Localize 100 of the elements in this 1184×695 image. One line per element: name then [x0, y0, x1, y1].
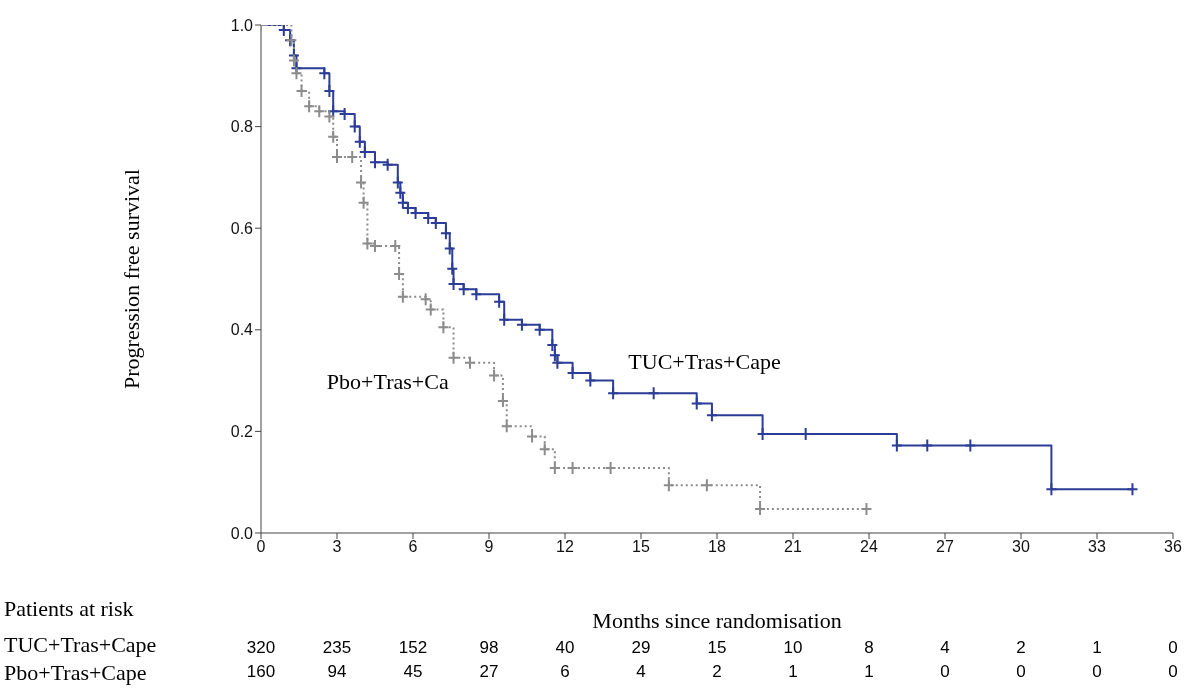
point — [921, 438, 934, 453]
text: 320 — [245, 638, 277, 658]
point — [470, 287, 483, 302]
point — [538, 442, 551, 457]
text: Pbo+Tras+Cape — [4, 660, 147, 686]
point — [498, 312, 511, 327]
point — [890, 438, 903, 453]
point — [754, 502, 767, 517]
point — [419, 292, 432, 307]
point — [546, 338, 559, 353]
text: 1 — [787, 662, 799, 682]
point — [488, 368, 501, 383]
y-tick-label: 1.0 — [230, 16, 254, 34]
point — [393, 266, 406, 281]
point — [313, 104, 326, 119]
point — [357, 195, 370, 210]
point — [443, 241, 456, 256]
point — [355, 175, 368, 190]
text: TUC+Tras+Cape — [4, 632, 157, 658]
text: 94 — [326, 662, 348, 682]
series-label: TUC+Tras+Cape — [628, 348, 781, 375]
point — [346, 150, 359, 165]
point — [424, 302, 437, 317]
text: 29 — [630, 638, 652, 658]
point — [533, 322, 546, 337]
y-tick-label: 0.6 — [230, 219, 254, 237]
point — [323, 84, 336, 99]
point — [690, 396, 703, 411]
point — [1126, 482, 1139, 497]
point — [647, 386, 660, 401]
point — [290, 66, 303, 81]
point — [287, 53, 300, 68]
text: 0 — [1015, 662, 1027, 682]
point — [391, 175, 404, 190]
point — [318, 66, 331, 81]
text: 27 — [478, 662, 500, 682]
x-tick-label: 30 — [1012, 538, 1030, 556]
text: 98 — [478, 638, 500, 658]
x-tick-label: 27 — [936, 538, 954, 556]
x-tick-label: 33 — [1088, 538, 1106, 556]
text: 8 — [863, 638, 875, 658]
point — [303, 99, 316, 114]
point — [348, 119, 361, 134]
point — [457, 282, 470, 297]
text: 40 — [554, 638, 576, 658]
y-tick-label: 0.0 — [230, 524, 254, 542]
text: 1 — [1091, 638, 1103, 658]
point — [705, 408, 718, 423]
point — [607, 386, 620, 401]
point — [323, 109, 336, 124]
point — [353, 134, 366, 149]
x-tick-label: 0 — [256, 538, 266, 556]
point — [566, 460, 579, 475]
text: 10 — [782, 638, 804, 658]
point — [584, 373, 597, 388]
point — [700, 478, 713, 493]
point — [496, 393, 509, 408]
y-tick-label: 0.2 — [230, 423, 254, 441]
point — [446, 261, 459, 276]
text: 0 — [1167, 662, 1179, 682]
point — [860, 502, 873, 517]
x-tick-label: 9 — [484, 538, 494, 556]
point — [604, 460, 617, 475]
x-tick-label: 24 — [860, 538, 878, 556]
text: 4 — [939, 638, 951, 658]
point — [396, 289, 409, 304]
text: 0 — [939, 662, 951, 682]
text: 6 — [559, 662, 571, 682]
y-axis-title: Progression free survival — [118, 169, 144, 389]
point — [447, 350, 460, 365]
point — [1045, 482, 1058, 497]
point — [515, 317, 528, 332]
x-axis-title: Months since randomisation — [591, 608, 843, 634]
text: 0 — [1091, 662, 1103, 682]
point — [369, 238, 381, 253]
x-tick-label: 15 — [632, 538, 650, 556]
point — [439, 226, 452, 241]
point — [526, 429, 539, 444]
x-tick-label: 6 — [408, 538, 418, 556]
text: 2 — [1015, 638, 1027, 658]
point — [964, 438, 977, 453]
x-tick-label: 36 — [1164, 538, 1182, 556]
point — [327, 129, 340, 144]
text: 15 — [706, 638, 728, 658]
y-tick-label: 0.4 — [230, 321, 254, 339]
point — [381, 157, 394, 172]
y-tick-label: 0.8 — [230, 118, 254, 136]
point — [493, 294, 506, 309]
text: 0 — [1167, 638, 1179, 658]
point — [361, 236, 374, 251]
text: 45 — [402, 662, 424, 682]
text: 4 — [635, 662, 647, 682]
x-tick-label: 12 — [556, 538, 574, 556]
x-tick-label: 3 — [332, 538, 342, 556]
text: 1 — [863, 662, 875, 682]
point — [500, 419, 513, 434]
point — [437, 320, 450, 335]
text: 160 — [245, 662, 277, 682]
text: Patients at risk — [4, 596, 134, 622]
point — [662, 478, 675, 493]
